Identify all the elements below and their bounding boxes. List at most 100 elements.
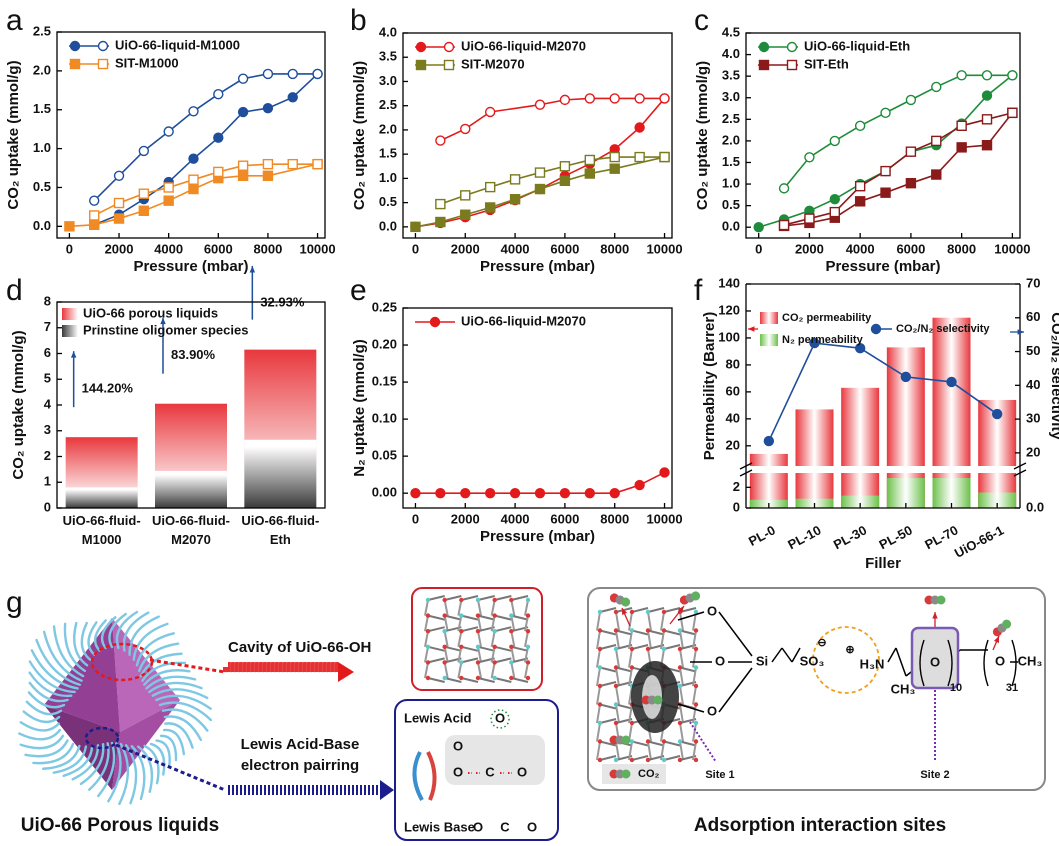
chem-label: Si (756, 653, 768, 668)
framework-bond (444, 645, 462, 652)
framework-bond (660, 611, 665, 631)
x-tick-label: 6000 (896, 241, 925, 256)
marker (804, 213, 815, 224)
y-tick-label: 60 (726, 383, 740, 398)
marker (584, 154, 596, 166)
ligand-strand (52, 625, 85, 678)
marker (484, 106, 496, 118)
marker (443, 59, 455, 71)
marker (262, 102, 274, 114)
marker (880, 187, 891, 198)
framework-bond (443, 662, 449, 679)
y-tick-label: 120 (718, 302, 740, 317)
marker (460, 487, 471, 499)
ligand-strand (155, 739, 171, 768)
framework-bond (427, 657, 445, 664)
marker (534, 183, 546, 195)
y-tick-label: 1.5 (33, 101, 51, 116)
y-tick-label: 40 (726, 410, 740, 425)
framework-bond (596, 611, 601, 631)
x-tick-label: 8000 (253, 241, 282, 256)
x-tick-label-line: UiO-66-fluid- (152, 513, 230, 528)
framework-atom (629, 757, 635, 763)
marker (262, 68, 274, 80)
marker (287, 158, 298, 170)
panel-label: e (350, 274, 367, 307)
marker (484, 202, 496, 213)
y-tick-label: 4 (44, 396, 52, 411)
ligand-strand (35, 638, 81, 686)
y-tick-label: 0.15 (372, 374, 397, 389)
framework-bond (599, 755, 617, 761)
marker (64, 221, 75, 232)
ligand-strand (24, 739, 69, 758)
framework-atom (645, 646, 651, 652)
x-tick-label: 6000 (550, 241, 579, 256)
marker (509, 194, 521, 205)
cavity-text: Cavity of UiO-66-OH (228, 639, 371, 656)
framework-bond (615, 741, 620, 761)
x-tick-label: 4000 (501, 241, 530, 256)
framework-bond (615, 629, 633, 636)
framework-bond (511, 614, 529, 621)
co2-molecule (992, 619, 1012, 637)
bond (718, 611, 753, 657)
marker (880, 107, 891, 119)
framework-atom (425, 675, 431, 681)
co2-legend-label: CO₂ (638, 768, 660, 780)
framework-bond (615, 630, 620, 650)
framework-bond (628, 704, 633, 724)
y-tick-label: 4.5 (722, 24, 740, 39)
framework-atom (425, 629, 431, 634)
ligand-strand (52, 745, 88, 774)
framework-atom (597, 720, 603, 726)
framework-atom (693, 628, 699, 633)
series-line (783, 112, 1013, 226)
marker (609, 163, 620, 174)
framework-bond (427, 645, 445, 652)
marker (435, 198, 446, 210)
marker (609, 151, 620, 163)
framework-bond (631, 607, 649, 613)
framework-atom (475, 675, 481, 681)
framework-atom (442, 629, 447, 634)
framework-bond (660, 630, 665, 650)
legend-swatch (760, 312, 778, 324)
framework-bond (599, 740, 617, 747)
marker (981, 140, 993, 151)
framework-bond (631, 644, 649, 650)
framework-atom (525, 660, 531, 665)
o-atom (936, 595, 946, 605)
framework-atom (661, 609, 667, 615)
framework-bond (692, 667, 697, 687)
framework-bond (628, 611, 633, 631)
framework-atom (677, 665, 683, 670)
panel-label: c (694, 4, 709, 37)
framework-atom (661, 739, 667, 744)
framework-atom (425, 613, 431, 618)
marker (97, 58, 109, 70)
framework-atom (492, 675, 497, 681)
framework-bond (599, 666, 617, 673)
cavity-highlight (90, 642, 154, 682)
framework-bond (692, 685, 697, 705)
marker (559, 175, 571, 187)
marker (188, 106, 199, 117)
framework-atom (509, 644, 514, 649)
marker (237, 106, 249, 118)
legend-label: SIT-M2070 (461, 56, 525, 71)
framework-bond (490, 662, 496, 679)
x-axis-title: Pressure (mbar) (480, 258, 595, 275)
plot-frame (56, 31, 326, 239)
arrow-head (338, 662, 354, 682)
marker (900, 371, 912, 383)
framework-atom (442, 660, 447, 665)
ligand-strand (87, 621, 98, 656)
ligand-strand (136, 745, 154, 793)
marker (435, 487, 446, 499)
y-tick-label: 5 (44, 371, 51, 386)
ligand-strand (108, 612, 127, 649)
y-tick-label: 0.05 (372, 448, 397, 463)
x-tick-label: UiO-66-1 (952, 522, 1006, 560)
y-tick-label: 40 (1026, 377, 1040, 392)
